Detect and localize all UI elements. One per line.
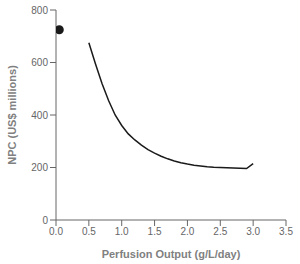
svg-text:3.5: 3.5 xyxy=(279,226,293,237)
svg-text:1.0: 1.0 xyxy=(115,226,129,237)
svg-text:600: 600 xyxy=(31,57,48,68)
svg-text:3.0: 3.0 xyxy=(246,226,260,237)
svg-text:400: 400 xyxy=(31,110,48,121)
svg-text:0.0: 0.0 xyxy=(49,226,63,237)
svg-text:0.5: 0.5 xyxy=(82,226,96,237)
svg-text:Perfusion Output (g/L/day): Perfusion Output (g/L/day) xyxy=(102,248,241,260)
svg-text:800: 800 xyxy=(31,5,48,16)
svg-text:0: 0 xyxy=(42,215,48,226)
svg-text:200: 200 xyxy=(31,162,48,173)
svg-text:NPC (US$ millions): NPC (US$ millions) xyxy=(6,65,18,165)
svg-text:1.5: 1.5 xyxy=(148,226,162,237)
svg-text:2.0: 2.0 xyxy=(180,226,194,237)
svg-text:2.5: 2.5 xyxy=(213,226,227,237)
